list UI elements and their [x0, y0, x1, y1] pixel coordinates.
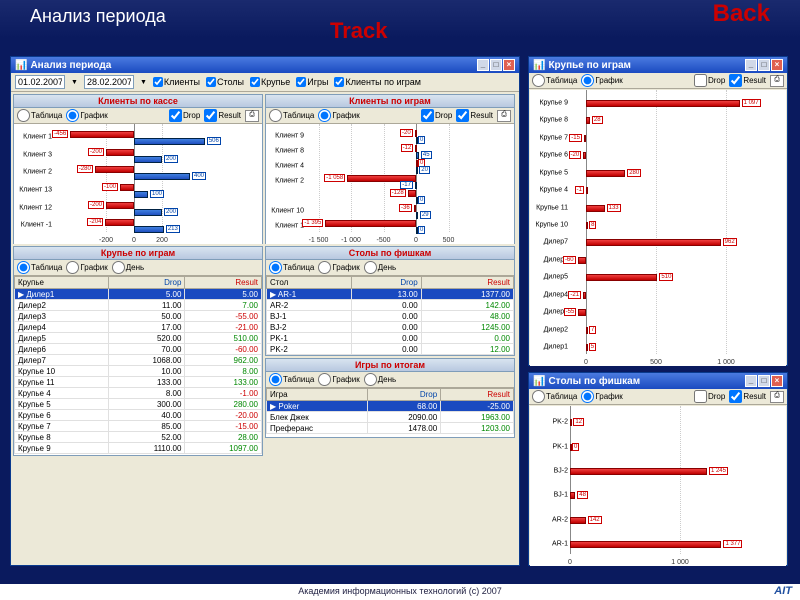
- track-label: Track: [330, 18, 388, 44]
- cb-clients[interactable]: Клиенты: [153, 77, 200, 87]
- p4-table[interactable]: СтолDropResult▶ AR-113.001377.00AR-20.00…: [266, 276, 514, 355]
- p1-chart: -2000200Клиент 1-456506Клиент 3-200200Кл…: [14, 124, 262, 244]
- close-button[interactable]: ×: [771, 375, 783, 387]
- w3-rb-graph[interactable]: График: [581, 390, 622, 403]
- panels-area: Клиенты по кассе Таблица График Drop Res…: [11, 92, 519, 566]
- p1-cb-drop[interactable]: Drop: [169, 109, 200, 122]
- footer-logo: AIT: [774, 585, 792, 597]
- w2-chart: 05001 000Крупье 91 097Крупье 828Крупье 7…: [530, 90, 786, 366]
- p1-title: Клиенты по кассе: [14, 95, 262, 108]
- date-to-input[interactable]: [84, 75, 134, 89]
- close-button[interactable]: ×: [771, 59, 783, 71]
- w2-cb-result[interactable]: Result: [729, 74, 766, 87]
- p3-rb-table[interactable]: Таблица: [17, 261, 62, 274]
- dropdown-icon[interactable]: ▼: [140, 79, 147, 86]
- main-window: 📊 Анализ периода _□× ▼ ▼ Клиенты Столы К…: [10, 56, 520, 566]
- p2-rb-table[interactable]: Таблица: [269, 109, 314, 122]
- main-toolbar: ▼ ▼ Клиенты Столы Крупье Игры Клиенты по…: [11, 73, 519, 92]
- cb-tables[interactable]: Столы: [206, 77, 244, 87]
- tables-window: 📊 Столы по фишкам _□× Таблица График Dro…: [528, 372, 788, 566]
- min-button[interactable]: _: [745, 59, 757, 71]
- p2-title: Клиенты по играм: [266, 95, 514, 108]
- window-icon: 📊: [15, 60, 27, 71]
- print-icon[interactable]: ⎙: [770, 75, 784, 87]
- p1-rb-table[interactable]: Таблица: [17, 109, 62, 122]
- min-button[interactable]: _: [745, 375, 757, 387]
- p5-title: Игры по итогам: [266, 359, 514, 372]
- p2-cb-drop[interactable]: Drop: [421, 109, 452, 122]
- p1-cb-result[interactable]: Result: [204, 109, 241, 122]
- date-from-input[interactable]: [15, 75, 65, 89]
- back-label: Back: [713, 0, 770, 28]
- p2-chart: -1 500-1 000-5000500Клиент 9-200Клиент 8…: [266, 124, 514, 244]
- p3-title: Крупье по играм: [14, 247, 262, 260]
- panel-clients-cash: Клиенты по кассе Таблица График Drop Res…: [13, 94, 263, 244]
- p2-cb-result[interactable]: Result: [456, 109, 493, 122]
- p3-rb-graph[interactable]: График: [66, 261, 107, 274]
- print-icon[interactable]: ⎙: [770, 391, 784, 403]
- print-icon[interactable]: ⎙: [497, 110, 511, 122]
- w2-titlebar[interactable]: 📊 Крупье по играм _□×: [529, 57, 787, 73]
- w2-rb-graph[interactable]: График: [581, 74, 622, 87]
- w2-title: Крупье по играм: [548, 60, 745, 71]
- p5-rb-table[interactable]: Таблица: [269, 373, 314, 386]
- window-icon: 📊: [533, 376, 545, 387]
- window-icon: 📊: [533, 60, 545, 71]
- w3-title: Столы по фишкам: [548, 376, 745, 387]
- close-button[interactable]: ×: [503, 59, 515, 71]
- min-button[interactable]: _: [477, 59, 489, 71]
- p4-rb-table[interactable]: Таблица: [269, 261, 314, 274]
- w2-rb-table[interactable]: Таблица: [532, 74, 577, 87]
- cb-croupier[interactable]: Крупье: [250, 77, 290, 87]
- p3-table[interactable]: КрупьеDropResult▶ Дилер15.005.00Дилер211…: [14, 276, 262, 454]
- p4-title: Столы по фишкам: [266, 247, 514, 260]
- cb-clients-games[interactable]: Клиенты по играм: [334, 77, 420, 87]
- p4-rb-day[interactable]: День: [364, 261, 396, 274]
- app-title: Анализ периода: [30, 6, 166, 26]
- w3-titlebar[interactable]: 📊 Столы по фишкам _□×: [529, 373, 787, 389]
- p5-rb-graph[interactable]: График: [318, 373, 359, 386]
- panel-tables-chips: Столы по фишкам Таблица График День Стол…: [265, 246, 515, 356]
- panel-games-results: Игры по итогам Таблица График День ИграD…: [265, 358, 515, 438]
- w3-rb-table[interactable]: Таблица: [532, 390, 577, 403]
- p2-rb-graph[interactable]: График: [318, 109, 359, 122]
- p4-rb-graph[interactable]: График: [318, 261, 359, 274]
- max-button[interactable]: □: [758, 59, 770, 71]
- max-button[interactable]: □: [490, 59, 502, 71]
- max-button[interactable]: □: [758, 375, 770, 387]
- w3-chart: 01 000PK-212PK-10BJ-21 245BJ-148AR-2142A…: [530, 406, 786, 566]
- main-title: Анализ периода: [30, 60, 477, 71]
- w3-cb-drop[interactable]: Drop: [694, 390, 725, 403]
- p1-rb-graph[interactable]: График: [66, 109, 107, 122]
- footer-text: Академия информационных технологий (с) 2…: [298, 586, 502, 596]
- cb-games[interactable]: Игры: [296, 77, 328, 87]
- w3-cb-result[interactable]: Result: [729, 390, 766, 403]
- panel-croupier-games: Крупье по играм Таблица График День Круп…: [13, 246, 263, 456]
- footer: Академия информационных технологий (с) 2…: [0, 584, 800, 600]
- dropdown-icon[interactable]: ▼: [71, 79, 78, 86]
- panel-clients-games: Клиенты по играм Таблица График Drop Res…: [265, 94, 515, 244]
- w2-cb-drop[interactable]: Drop: [694, 74, 725, 87]
- print-icon[interactable]: ⎙: [245, 110, 259, 122]
- main-titlebar[interactable]: 📊 Анализ периода _□×: [11, 57, 519, 73]
- p5-rb-day[interactable]: День: [364, 373, 396, 386]
- p5-table[interactable]: ИграDropResult▶ Poker68.00-25.00Блек Дже…: [266, 388, 514, 434]
- croupier-window: 📊 Крупье по играм _□× Таблица График Dro…: [528, 56, 788, 366]
- p3-rb-day[interactable]: День: [112, 261, 144, 274]
